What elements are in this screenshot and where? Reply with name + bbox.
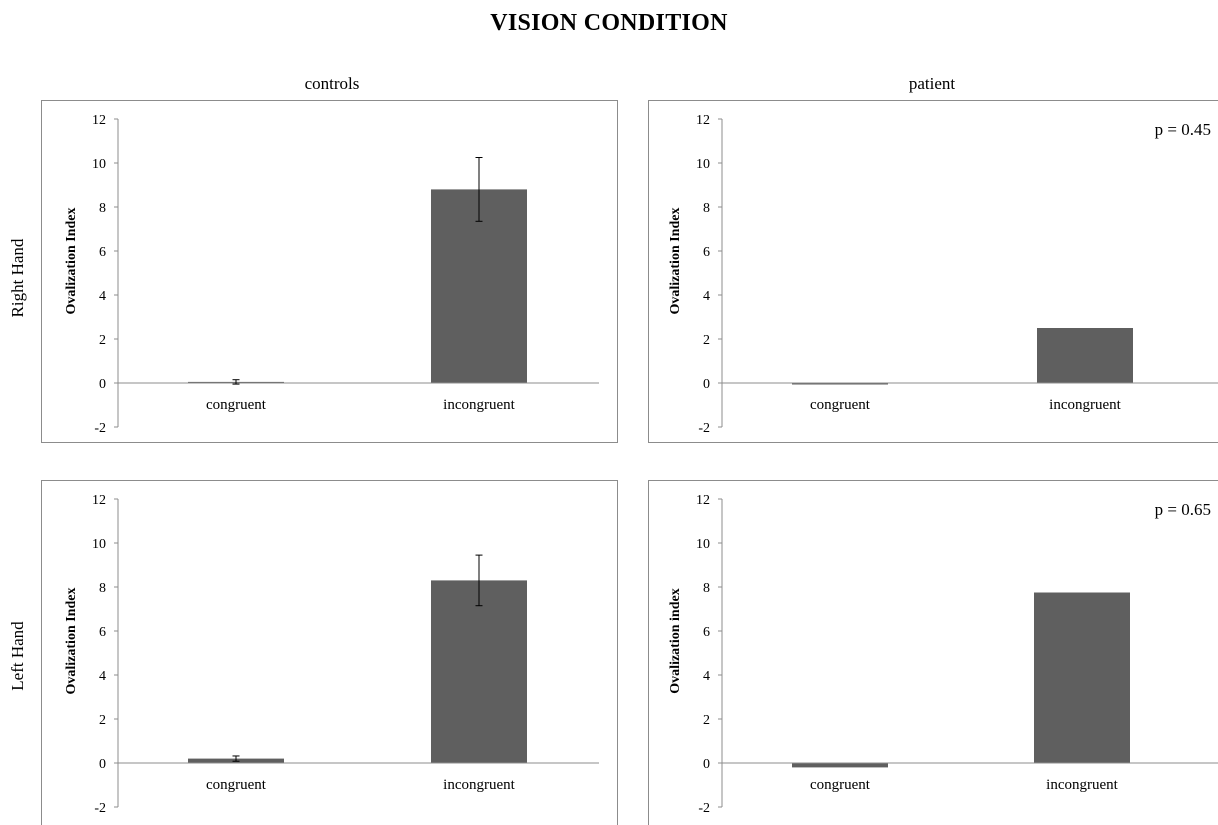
y-tick-label: 0 bbox=[99, 377, 106, 392]
p-value-annotation: p = 0.65 bbox=[1155, 500, 1211, 519]
x-tick-label-incongruent: incongruent bbox=[443, 777, 515, 793]
bar-chart-controls-right-hand: -2 0 2 4 6 8 10 12 congruent incongruent Ovalizati… bbox=[64, 113, 599, 436]
column-title-controls: controls bbox=[304, 74, 360, 93]
y-tick-label: 0 bbox=[703, 377, 710, 392]
x-tick-label-congruent: congruent bbox=[810, 397, 871, 413]
y-tick-label: 10 bbox=[696, 157, 710, 172]
y-tick-label: 2 bbox=[703, 333, 710, 348]
y-tick-label: 6 bbox=[99, 625, 106, 640]
y-tick-label: 8 bbox=[99, 581, 106, 596]
bar-chart-patient-left-hand: -2 0 2 4 6 8 10 12 congruent incongruent Ovalizati… bbox=[668, 493, 1218, 816]
y-tick-label: 10 bbox=[92, 537, 106, 552]
y-tick-label: 12 bbox=[696, 113, 710, 128]
figure-title: VISION CONDITION bbox=[490, 10, 728, 36]
y-axis-title: Ovalization Index bbox=[64, 208, 79, 315]
bar-chart-controls-left-hand: -2 0 2 4 6 8 10 12 congruent incongruent Ovalizati… bbox=[64, 493, 599, 816]
y-tick-label: -2 bbox=[94, 421, 106, 436]
bar-incongruent bbox=[1034, 592, 1130, 763]
x-tick-label-congruent: congruent bbox=[810, 777, 871, 793]
x-tick-label-incongruent: incongruent bbox=[1049, 397, 1121, 413]
y-tick-label: 2 bbox=[99, 333, 106, 348]
y-tick-label: 2 bbox=[99, 713, 106, 728]
y-tick-label: 2 bbox=[703, 713, 710, 728]
chart-panel-patient-left-hand: -2 0 2 4 6 8 10 12 congruent incongruent Ovalizati… bbox=[648, 480, 1218, 825]
chart-panel-controls-right-hand: -2 0 2 4 6 8 10 12 congruent incongruent Ovalizati… bbox=[41, 100, 618, 443]
y-tick-label: 6 bbox=[99, 245, 106, 260]
y-axis-title: Ovalization Index bbox=[668, 208, 683, 315]
x-tick-label-incongruent: incongruent bbox=[1046, 777, 1118, 793]
y-tick-label: 12 bbox=[92, 113, 106, 128]
bar-incongruent bbox=[1037, 328, 1133, 383]
y-tick-label: 8 bbox=[99, 201, 106, 216]
y-tick-label: 6 bbox=[703, 245, 710, 260]
p-value-annotation: p = 0.45 bbox=[1155, 120, 1211, 139]
x-tick-label-incongruent: incongruent bbox=[443, 397, 515, 413]
chart-panel-patient-right-hand: -2 0 2 4 6 8 10 12 congruent incongruent Ovalizati… bbox=[648, 100, 1218, 443]
y-tick-label: 0 bbox=[99, 757, 106, 772]
column-title-patient: patient bbox=[908, 74, 956, 93]
y-tick-label: 12 bbox=[696, 493, 710, 508]
y-tick-label: 8 bbox=[703, 201, 710, 216]
y-axis-title: Ovalization Index bbox=[64, 588, 79, 695]
chart-panel-controls-left-hand: -2 0 2 4 6 8 10 12 congruent incongruent Ovalizati… bbox=[41, 480, 618, 825]
y-tick-label: -2 bbox=[698, 801, 710, 816]
bar-incongruent bbox=[431, 580, 527, 763]
y-tick-label: 4 bbox=[703, 289, 710, 304]
y-tick-label: 4 bbox=[99, 669, 106, 684]
y-tick-label: 10 bbox=[696, 537, 710, 552]
y-tick-label: 0 bbox=[703, 757, 710, 772]
y-tick-label: -2 bbox=[698, 421, 710, 436]
y-axis-title: Ovalization index bbox=[668, 588, 683, 693]
x-tick-label-congruent: congruent bbox=[206, 397, 267, 413]
y-tick-label: 4 bbox=[703, 669, 710, 684]
y-tick-label: 12 bbox=[92, 493, 106, 508]
bar-chart-patient-right-hand: -2 0 2 4 6 8 10 12 congruent incongruent Ovalizati… bbox=[668, 113, 1218, 436]
y-tick-label: 10 bbox=[92, 157, 106, 172]
row-title-left-hand: Left Hand bbox=[8, 621, 27, 691]
bar-congruent bbox=[792, 763, 888, 768]
bar-congruent bbox=[792, 383, 888, 385]
y-tick-label: -2 bbox=[94, 801, 106, 816]
y-tick-label: 8 bbox=[703, 581, 710, 596]
y-tick-label: 4 bbox=[99, 289, 106, 304]
x-tick-label-congruent: congruent bbox=[206, 777, 267, 793]
row-title-right-hand: Right Hand bbox=[8, 238, 27, 318]
y-tick-label: 6 bbox=[703, 625, 710, 640]
